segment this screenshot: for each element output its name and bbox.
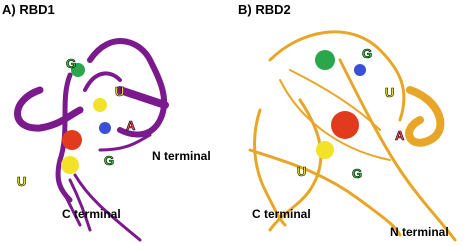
nucleotide-label: G [352,166,362,181]
nucleotide-label: U [115,84,124,99]
rbd1-structure [14,38,169,242]
panel-title: B) RBD2 [238,2,291,17]
c-terminal-label: C terminal [252,207,311,221]
nucleotide-label: U [17,174,26,189]
nucleotide-label: A [126,118,136,133]
nucleotide-label: G [362,46,372,61]
n-terminal-label: N terminal [152,149,211,163]
nucleotide-label: U [385,85,394,100]
n-terminal-label: N terminal [390,225,449,239]
nucleotide-label: A [395,128,405,143]
rbd2-structure [248,30,457,242]
c-terminal-label: C terminal [62,207,121,221]
panel-title: A) RBD1 [2,2,55,17]
nucleotide-label: G [66,56,76,71]
nucleotide-label: G [104,153,114,168]
nucleotide-label: U [297,164,306,179]
